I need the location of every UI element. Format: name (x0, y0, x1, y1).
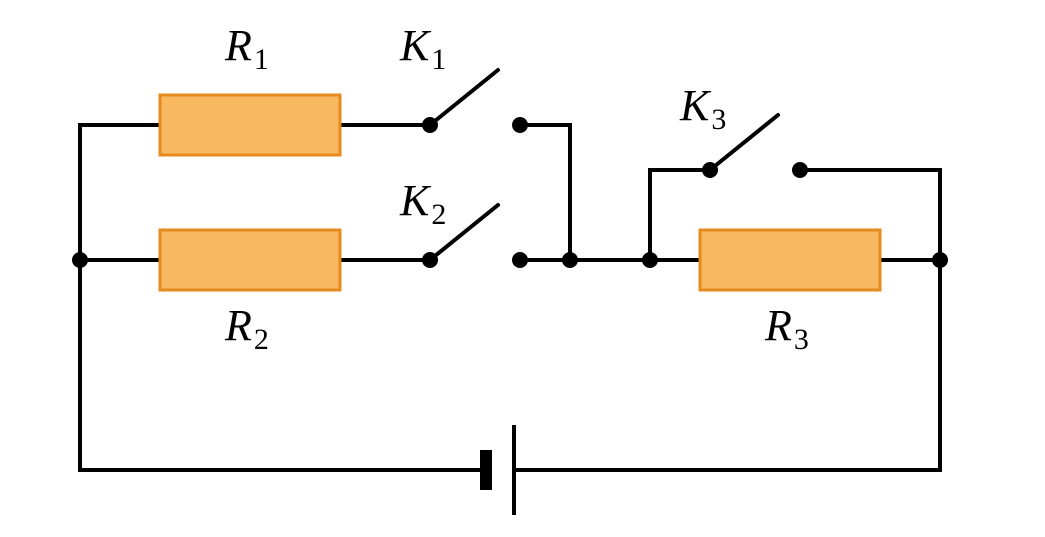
label-R1: R1 (224, 21, 269, 76)
wire (80, 260, 120, 470)
junction-node (932, 252, 948, 268)
junction-node (562, 252, 578, 268)
label-sub: 2 (254, 323, 269, 356)
resistor-R3 (700, 230, 880, 290)
label-K3: K3 (679, 81, 726, 136)
label-sub: 3 (711, 103, 726, 136)
label-sub: 2 (431, 198, 446, 231)
label-main: R (224, 21, 252, 70)
junction-node (642, 252, 658, 268)
label-sub: 1 (431, 43, 446, 76)
resistor-R1 (160, 95, 340, 155)
label-main: K (679, 81, 712, 130)
label-main: K (399, 21, 432, 70)
switch-arm-K1 (430, 70, 498, 125)
label-sub: 1 (254, 43, 269, 76)
label-main: R (764, 301, 792, 350)
resistor-R2 (160, 230, 340, 290)
label-R2: R2 (224, 301, 269, 356)
label-K2: K2 (399, 176, 446, 231)
switch-terminal (512, 252, 528, 268)
switch-terminal (512, 117, 528, 133)
junction-node (72, 252, 88, 268)
wire (520, 125, 570, 260)
label-main: K (399, 176, 432, 225)
label-K1: K1 (399, 21, 446, 76)
label-R3: R3 (764, 301, 809, 356)
label-sub: 3 (794, 323, 809, 356)
switch-terminal (792, 162, 808, 178)
label-main: R (224, 301, 252, 350)
wire (80, 125, 120, 260)
